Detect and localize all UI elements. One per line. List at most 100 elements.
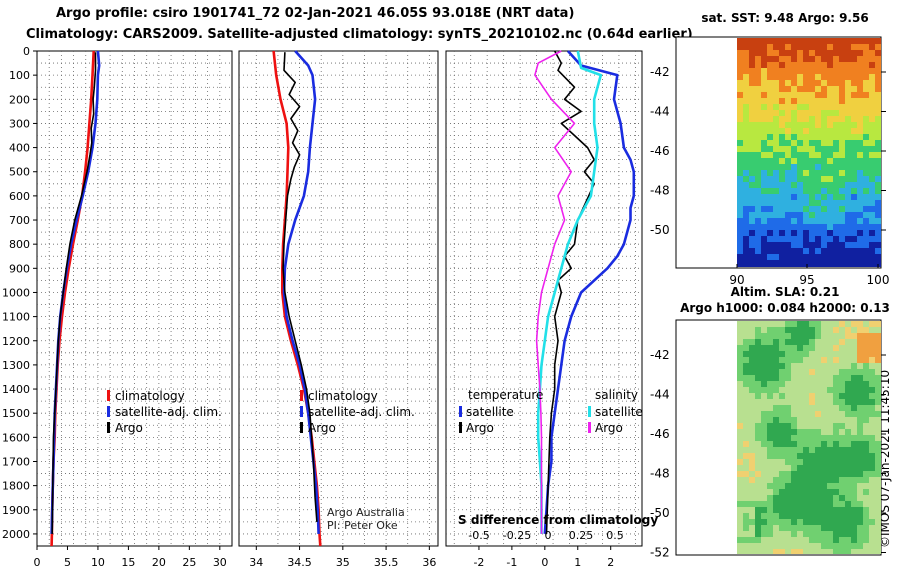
sst-map-cell xyxy=(737,194,743,200)
sla-map-cell xyxy=(839,537,845,543)
sla-map-cell xyxy=(749,471,755,477)
sst-map-cell xyxy=(827,242,833,248)
sla-map-cell xyxy=(827,525,833,531)
sla-map-cell xyxy=(803,441,809,447)
sst-map-cell xyxy=(761,248,767,254)
sst-map-cell xyxy=(743,212,749,218)
sst-map-cell xyxy=(791,254,797,260)
sst-map-cell xyxy=(743,182,749,188)
sst-map-cell xyxy=(785,248,791,254)
sla-map-cell xyxy=(779,405,785,411)
sst-map-cell xyxy=(803,206,809,212)
sla-map-cell xyxy=(851,549,857,554)
sst-map-cell xyxy=(749,134,755,140)
sst-map-cell xyxy=(827,224,833,230)
sla-map-cell xyxy=(767,501,773,507)
sla-map-cell xyxy=(863,465,869,471)
sla-map-cell xyxy=(749,537,755,543)
sla-map-cell xyxy=(857,417,863,423)
sst-map-cell xyxy=(821,56,827,62)
sst-map-cell xyxy=(767,182,773,188)
sla-map-cell xyxy=(833,369,839,375)
legend-label: satellite xyxy=(595,405,643,419)
sst-map-cell xyxy=(767,92,773,98)
sst-map-cell xyxy=(797,110,803,116)
sst-map-cell xyxy=(755,170,761,176)
sla-map-cell xyxy=(827,501,833,507)
sla-map-cell xyxy=(839,357,845,363)
sst-map-cell xyxy=(767,188,773,194)
sst-map-cell xyxy=(821,158,827,164)
sst-map-cell xyxy=(821,104,827,110)
sst-map-cell xyxy=(785,98,791,104)
sla-map-cell xyxy=(875,387,881,393)
sst-map-cell xyxy=(743,110,749,116)
secondary-xtick-label: 0.5 xyxy=(606,529,624,542)
sla-map-cell xyxy=(743,363,749,369)
sla-map-cell xyxy=(797,381,803,387)
sst-map-cell xyxy=(803,254,809,260)
sst-map-cell xyxy=(827,164,833,170)
sla-map-cell xyxy=(821,465,827,471)
sst-map-cell xyxy=(821,62,827,68)
sla-map-cell xyxy=(875,351,881,357)
sst-map-cell xyxy=(737,110,743,116)
sst-map-cell xyxy=(791,134,797,140)
sst-map-cell xyxy=(845,248,851,254)
sla-map-cell xyxy=(863,423,869,429)
sst-map-cell xyxy=(827,266,833,267)
sla-map-cell xyxy=(755,513,761,519)
sla-map-cell xyxy=(851,459,857,465)
sla-map-cell xyxy=(875,543,881,549)
salinity-xtick-label: 35.5 xyxy=(374,556,399,569)
sst-map-cell xyxy=(863,188,869,194)
sla-map-cell xyxy=(845,429,851,435)
sst-map-cell xyxy=(809,182,815,188)
sla-map-cell xyxy=(869,339,875,345)
sla-map-cell xyxy=(773,321,779,327)
sst-map-cell xyxy=(833,254,839,260)
sla-map-cell xyxy=(773,381,779,387)
sla-map-cell xyxy=(851,393,857,399)
sst-map-cell xyxy=(815,152,821,158)
sla-map-cell xyxy=(815,537,821,543)
salinity-xtick-label: 36 xyxy=(422,556,436,569)
sst-map-cell xyxy=(863,182,869,188)
sla-map-cell xyxy=(737,447,743,453)
sst-map-cell xyxy=(755,266,761,267)
sst-map-cell xyxy=(779,62,785,68)
sst-map-cell xyxy=(803,152,809,158)
sst-map-cell xyxy=(767,56,773,62)
sla-map-cell xyxy=(869,369,875,375)
sst-map-cell xyxy=(815,44,821,50)
sst-map-cell xyxy=(857,44,863,50)
depth-tick-label: 1700 xyxy=(2,455,30,468)
sst-map-cell xyxy=(773,116,779,122)
sla-map-cell xyxy=(851,507,857,513)
sla-map-cell xyxy=(845,513,851,519)
sla-map-cell xyxy=(833,447,839,453)
sla-map-cell xyxy=(833,417,839,423)
sla-map-cell xyxy=(779,321,785,327)
sst-map-cell xyxy=(869,242,875,248)
sst-map-cell xyxy=(797,188,803,194)
sla-map-cell xyxy=(833,531,839,537)
sst-map-cell xyxy=(749,92,755,98)
sst-map-cell xyxy=(797,248,803,254)
sst-map-cell xyxy=(779,140,785,146)
sst-map-cell xyxy=(761,182,767,188)
sst-map-cell xyxy=(809,236,815,242)
sla-map-cell xyxy=(743,405,749,411)
sst-map-cell xyxy=(743,194,749,200)
sst-map-cell xyxy=(863,134,869,140)
sla-map-cell xyxy=(869,531,875,537)
sst-map-cell xyxy=(875,56,881,62)
sst-map-cell xyxy=(845,104,851,110)
sst-map-cell xyxy=(803,122,809,128)
sla-map-cell xyxy=(773,531,779,537)
depth-tick-label: 700 xyxy=(9,214,30,227)
sst-map-cell xyxy=(869,182,875,188)
sla-map-cell xyxy=(755,507,761,513)
sla-map-cell xyxy=(821,483,827,489)
sst-map-cell xyxy=(875,260,881,266)
